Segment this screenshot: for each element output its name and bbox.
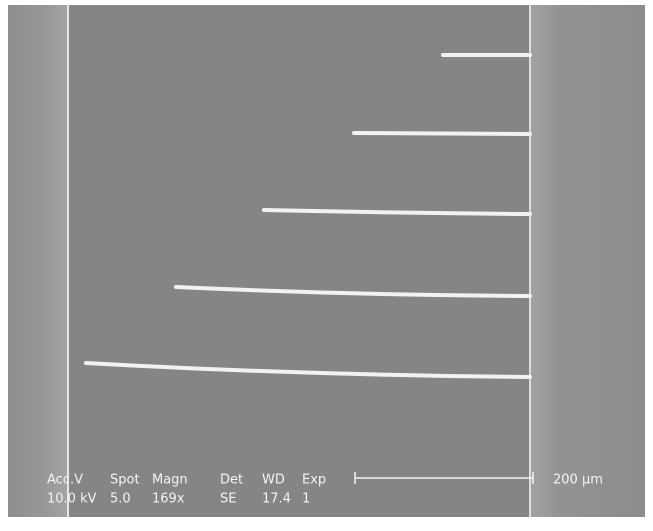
trench <box>68 5 530 517</box>
info-label: Spot <box>110 473 140 488</box>
left-wall <box>8 5 68 517</box>
info-value: SE <box>220 492 236 507</box>
page: 200 µm Acc.V Spot Magn Det WD Exp 10.0 kV 5.0 16… <box>0 0 653 531</box>
info-value: 10.0 kV <box>47 492 97 507</box>
cantilever <box>354 133 530 134</box>
info-value: 169x <box>152 492 185 507</box>
info-value: 17.4 <box>262 492 291 507</box>
info-label: Det <box>220 473 243 488</box>
info-value: 1 <box>302 492 310 507</box>
right-wall <box>530 5 645 517</box>
info-label: Acc.V <box>47 473 83 488</box>
scale-label: 200 µm <box>553 473 603 488</box>
sem-image: 200 µm Acc.V Spot Magn Det WD Exp 10.0 kV 5.0 16… <box>0 0 653 531</box>
info-label: Exp <box>302 473 326 488</box>
info-label: WD <box>262 473 285 488</box>
info-value: 5.0 <box>110 492 131 507</box>
info-label: Magn <box>152 473 188 488</box>
